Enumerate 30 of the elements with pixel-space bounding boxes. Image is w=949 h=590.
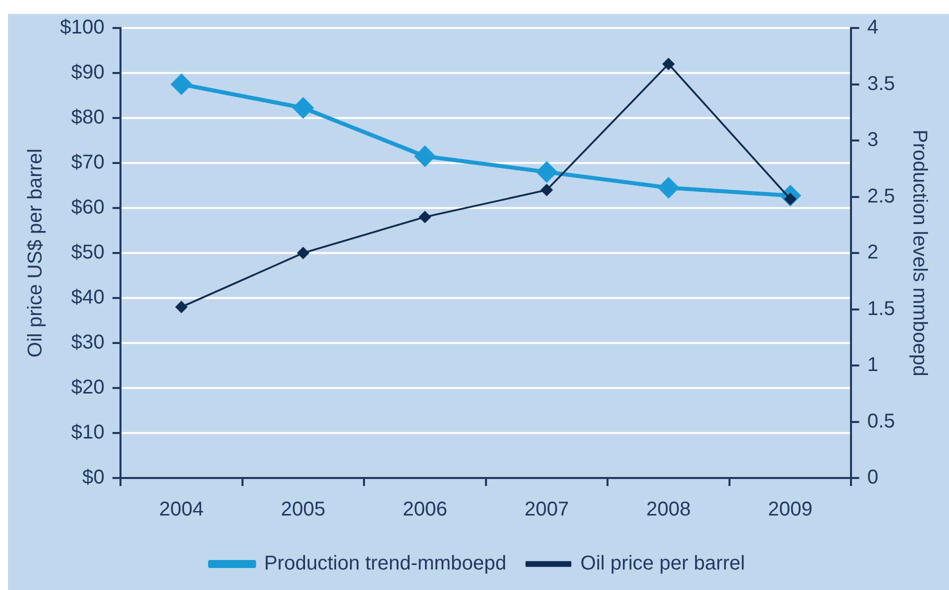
x-tick-label: 2005 xyxy=(280,498,326,521)
x-tick-label: 2008 xyxy=(646,498,691,521)
y2-tick-label: 1.5 xyxy=(867,298,896,320)
y2-tick-label: 3.5 xyxy=(867,72,896,95)
x-tick-label: 2006 xyxy=(402,498,448,521)
y-tick-label: $60 xyxy=(71,196,104,219)
y2-tick-label: 3 xyxy=(867,129,878,152)
y-tick-label: $0 xyxy=(82,466,104,489)
y-tick-label: $70 xyxy=(71,152,104,174)
y2-axis-title: Production levels mmboepd xyxy=(908,130,930,376)
y-axis-title: Oil price US$ per barrel xyxy=(24,148,47,358)
legend-label: Oil price per barrel xyxy=(580,552,745,575)
y2-tick-label: 0 xyxy=(867,466,878,489)
y-tick-label: $30 xyxy=(71,332,104,354)
y2-tick-label: 2 xyxy=(867,242,878,264)
y-tick-label: $80 xyxy=(71,106,104,129)
y-tick-label: $100 xyxy=(60,16,104,39)
y2-tick-label: 0.5 xyxy=(867,410,896,432)
y-tick-label: $20 xyxy=(71,376,104,399)
x-tick-label: 2004 xyxy=(159,498,204,521)
x-tick-label: 2007 xyxy=(524,498,569,521)
y-tick-label: $90 xyxy=(71,62,104,84)
legend-label: Production trend-mmboepd xyxy=(264,552,506,575)
y2-tick-label: 1 xyxy=(867,354,878,376)
y-tick-label: $50 xyxy=(71,242,104,264)
x-tick-label: 2009 xyxy=(768,498,813,521)
y2-tick-label: 2.5 xyxy=(867,185,896,208)
y-tick-label: $40 xyxy=(71,286,104,309)
y-tick-label: $10 xyxy=(71,422,104,444)
y2-tick-label: 4 xyxy=(867,16,878,39)
